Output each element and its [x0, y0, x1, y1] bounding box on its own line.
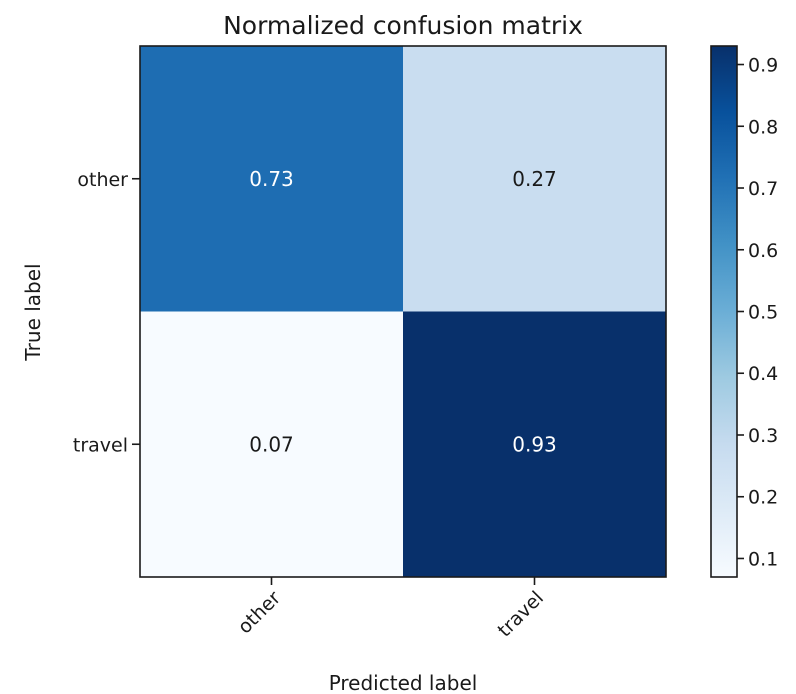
colorbar	[711, 46, 737, 577]
heatmap-cells: 0.73 0.27 0.07 0.93	[140, 46, 666, 577]
colorbar-tick-label: 0.9	[748, 55, 778, 77]
colorbar-tick-label: 0.2	[748, 487, 778, 509]
cell-value-label: 0.93	[512, 432, 557, 456]
y-axis-label: True label	[21, 263, 45, 361]
cell-value-label: 0.73	[249, 167, 294, 191]
x-tick-label: other	[234, 587, 285, 638]
cell-other-travel	[403, 46, 666, 312]
x-tick-label: travel	[493, 587, 548, 642]
x-axis-ticks: other travel	[234, 577, 548, 642]
cell-value-label: 0.07	[249, 432, 294, 456]
cell-travel-travel	[403, 311, 666, 577]
colorbar-tick-label: 0.5	[748, 302, 778, 324]
colorbar-tick-label: 0.3	[748, 425, 778, 447]
colorbar-tick-label: 0.6	[748, 240, 778, 262]
cell-other-other	[140, 46, 403, 312]
x-axis-label: Predicted label	[329, 671, 478, 694]
colorbar-tick-label: 0.7	[748, 178, 778, 200]
y-tick-label: other	[77, 169, 128, 191]
colorbar-tick-label: 0.4	[748, 363, 778, 385]
y-tick-label: travel	[73, 434, 128, 456]
colorbar-ticks: 0.1 0.2 0.3 0.4 0.5 0.6 0.7 0.8 0.9	[737, 55, 778, 570]
cell-travel-other	[140, 311, 403, 577]
colorbar-tick-label: 0.1	[748, 548, 778, 570]
y-axis-ticks: other travel	[73, 169, 140, 456]
plot-frame	[139, 45, 667, 578]
chart-title: Normalized confusion matrix	[223, 11, 583, 40]
colorbar-tick-label: 0.8	[748, 116, 778, 138]
cell-value-label: 0.27	[512, 167, 557, 191]
